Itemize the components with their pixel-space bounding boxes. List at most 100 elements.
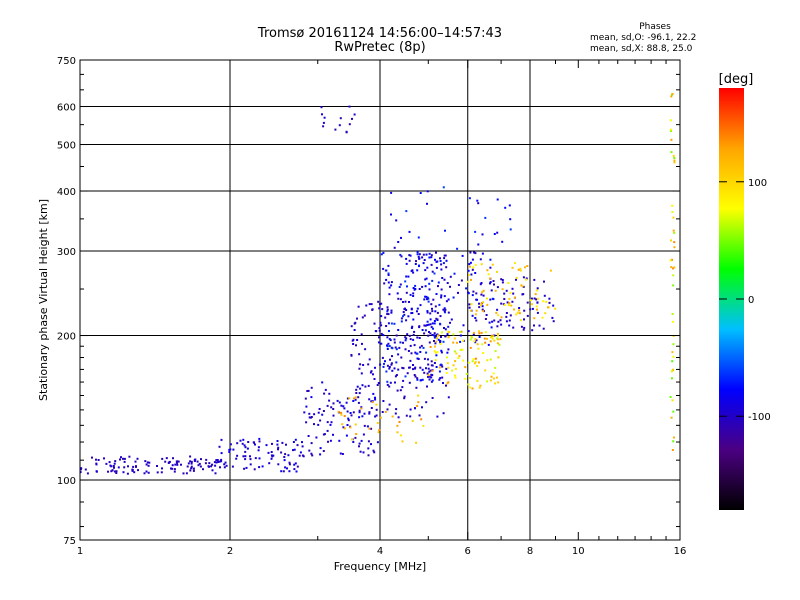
echo-point — [419, 192, 422, 194]
echo-point — [434, 359, 437, 362]
echo-point — [446, 356, 448, 359]
echo-point — [474, 313, 477, 316]
y-tick-label: 300 — [57, 247, 76, 258]
echo-point — [205, 458, 208, 461]
echo-point — [340, 404, 343, 407]
echo-point — [503, 304, 506, 306]
echo-point — [404, 280, 407, 283]
echo-point — [214, 464, 217, 467]
echo-point — [471, 258, 474, 261]
echo-point — [231, 465, 234, 468]
echo-point — [493, 334, 496, 337]
echo-point — [447, 298, 450, 301]
echo-point — [526, 265, 529, 267]
echo-point — [395, 219, 398, 222]
echo-point — [445, 367, 448, 370]
echo-point — [474, 230, 477, 233]
echo-point — [363, 314, 366, 317]
echo-point — [403, 397, 406, 400]
echo-point — [443, 327, 445, 329]
echo-point — [321, 381, 324, 384]
echo-point — [468, 197, 471, 200]
echo-point — [402, 341, 404, 344]
echo-point — [292, 441, 295, 443]
echo-point — [347, 417, 350, 420]
echo-point — [489, 282, 491, 285]
echo-point — [377, 382, 380, 384]
echo-point — [301, 445, 304, 448]
echo-point — [399, 283, 402, 286]
echo-point — [95, 458, 97, 461]
echo-point — [243, 444, 246, 447]
echo-point — [474, 362, 476, 365]
echo-point — [430, 364, 433, 367]
echo-point — [388, 338, 391, 340]
echo-point — [340, 413, 343, 416]
echo-point — [393, 341, 396, 344]
echo-point — [280, 470, 283, 473]
echo-point — [418, 337, 421, 339]
echo-point — [361, 384, 364, 387]
echo-point — [416, 310, 418, 313]
echo-point — [494, 289, 497, 292]
echo-point — [135, 465, 137, 468]
echo-point — [232, 448, 235, 451]
echo-point — [370, 400, 373, 403]
echo-point — [541, 316, 544, 319]
echo-point — [388, 286, 391, 289]
echo-point — [447, 325, 450, 328]
echo-point — [421, 378, 424, 381]
echo-point — [322, 121, 325, 124]
echo-point — [493, 319, 496, 322]
echo-point — [196, 460, 199, 463]
echo-point — [415, 441, 418, 444]
echo-point — [409, 408, 412, 411]
echo-point — [190, 467, 193, 470]
echo-point — [475, 339, 478, 342]
echo-point — [672, 320, 674, 323]
echo-point — [435, 260, 438, 263]
echo-point — [427, 297, 430, 300]
echo-point — [208, 462, 211, 465]
echo-point — [359, 450, 362, 453]
echo-point — [390, 322, 393, 325]
echo-point — [261, 465, 264, 468]
echo-point — [390, 191, 393, 194]
echo-point — [434, 351, 437, 354]
echo-point — [435, 340, 438, 343]
echo-point — [173, 468, 176, 471]
echo-point — [210, 465, 213, 468]
echo-point — [326, 404, 329, 407]
echo-point — [385, 278, 388, 281]
echo-point — [472, 358, 475, 361]
echo-point — [386, 306, 389, 309]
echo-point — [453, 272, 456, 275]
echo-point — [146, 461, 149, 464]
echo-point — [481, 291, 484, 294]
echo-point — [340, 411, 342, 414]
echo-point — [433, 362, 436, 364]
echo-point — [414, 263, 417, 265]
echo-point — [171, 467, 174, 470]
echo-point — [284, 466, 287, 469]
echo-point — [673, 159, 676, 162]
echo-point — [388, 345, 391, 347]
echo-point — [478, 332, 481, 335]
echo-point — [318, 408, 321, 410]
echo-point — [439, 257, 441, 260]
echo-point — [126, 472, 129, 475]
echo-point — [190, 460, 193, 463]
echo-point — [522, 293, 525, 296]
echo-point — [489, 258, 492, 261]
echo-point — [493, 233, 496, 235]
echo-point — [497, 334, 499, 337]
echo-point — [482, 289, 485, 292]
echo-point — [551, 316, 554, 319]
echo-point — [348, 105, 351, 108]
echo-point — [122, 457, 124, 460]
echo-point — [437, 334, 440, 337]
echo-point — [388, 367, 391, 370]
echo-point — [385, 325, 388, 327]
echo-point — [468, 306, 471, 309]
echo-point — [156, 471, 159, 474]
